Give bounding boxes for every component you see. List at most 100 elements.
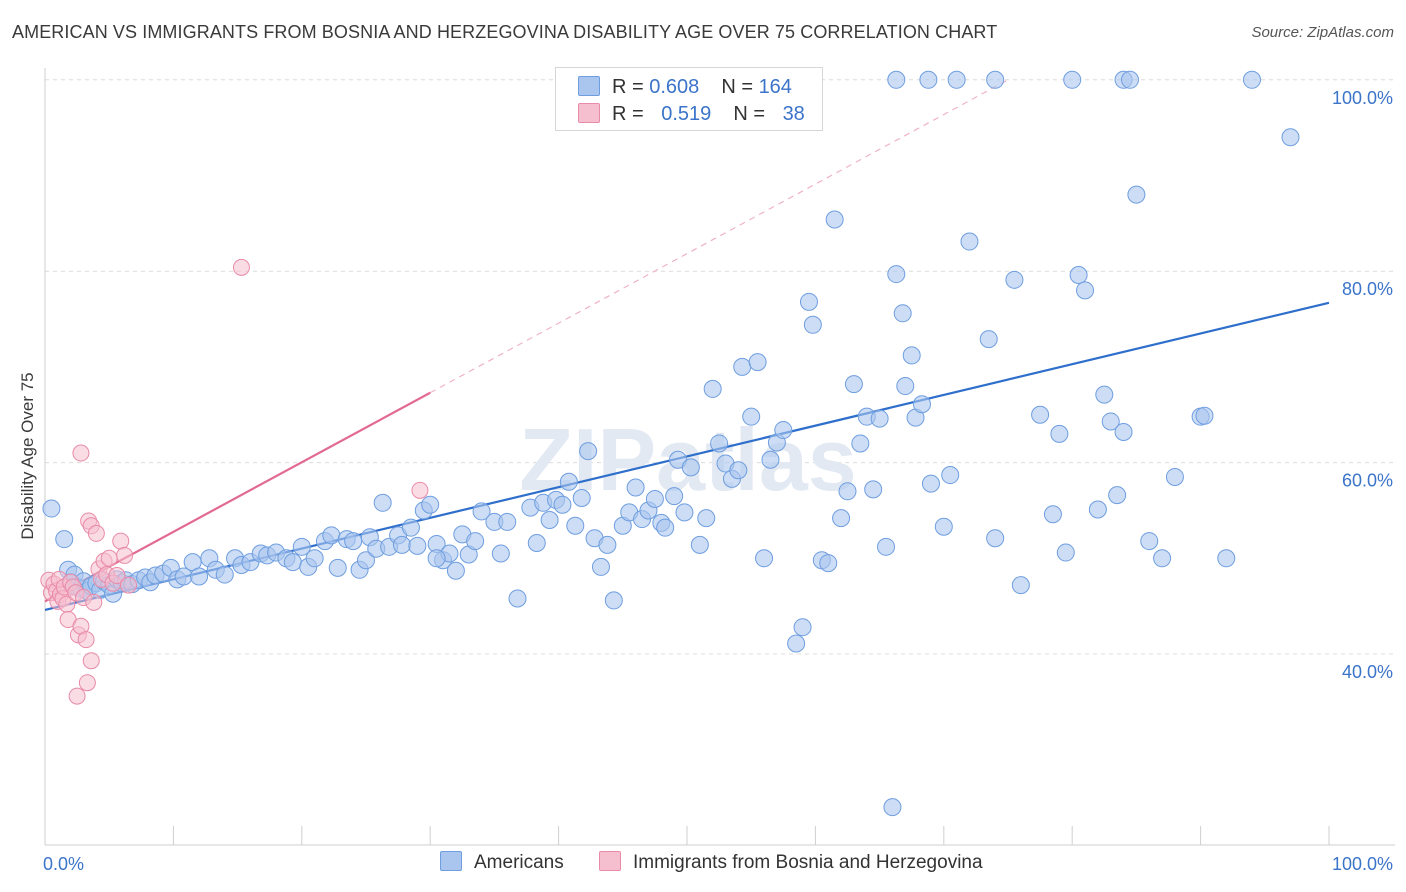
american-point	[373, 493, 392, 512]
american-point	[883, 798, 902, 817]
american-point	[292, 537, 311, 556]
american-point	[446, 561, 465, 580]
american-point	[729, 461, 748, 480]
r-label: R =	[612, 103, 650, 125]
american-point	[1063, 70, 1082, 89]
american-point	[598, 535, 617, 554]
n-value: 164	[758, 76, 792, 98]
immigrant-point	[411, 481, 429, 499]
american-point	[710, 434, 729, 453]
american-point	[190, 567, 209, 586]
y-tick-label: 40.0%	[1342, 662, 1393, 682]
american-point	[1005, 270, 1024, 289]
american-point	[870, 409, 889, 428]
american-point	[566, 516, 585, 535]
american-point	[979, 330, 998, 349]
american-point	[656, 518, 675, 537]
american-point	[328, 558, 347, 577]
american-point	[1114, 422, 1133, 441]
american-point	[986, 529, 1005, 548]
y-tick-label: 60.0%	[1342, 471, 1393, 491]
american-point	[401, 518, 420, 537]
source-label: Source: ZipAtlas.com	[1251, 24, 1394, 41]
american-point	[322, 526, 341, 545]
american-point	[491, 544, 510, 563]
american-point	[893, 304, 912, 323]
american-point	[1195, 406, 1214, 425]
immigrant-point	[77, 631, 95, 649]
american-point	[986, 70, 1005, 89]
immigrant-point	[72, 444, 90, 462]
american-point	[1031, 405, 1050, 424]
american-point	[799, 292, 818, 311]
american-point	[887, 265, 906, 284]
american-point	[466, 532, 485, 551]
american-point	[755, 549, 774, 568]
american-point	[960, 232, 979, 251]
american-point	[1043, 505, 1062, 524]
american-point	[1101, 412, 1120, 431]
immigrant-point	[108, 567, 126, 585]
american-point	[697, 509, 716, 528]
n-value: 38	[782, 103, 805, 125]
american-point	[1165, 467, 1184, 486]
american-point	[681, 458, 700, 477]
american-point	[887, 70, 906, 89]
american-point	[1140, 532, 1159, 551]
american-point	[844, 375, 863, 394]
immigrant-point	[232, 258, 250, 276]
n-label: N =	[721, 76, 759, 98]
american-point	[803, 315, 822, 334]
american-point	[787, 634, 806, 653]
r-label: R =	[612, 76, 650, 98]
american-point	[427, 549, 446, 568]
american-point	[912, 395, 931, 414]
american-point	[761, 450, 780, 469]
american-point	[819, 554, 838, 573]
american-point	[1242, 70, 1261, 89]
american-point	[472, 502, 491, 521]
american-point	[921, 474, 940, 493]
american-point	[1076, 281, 1095, 300]
american-point	[1095, 385, 1114, 404]
american-point	[1069, 266, 1088, 285]
americans-label: Americans	[474, 852, 564, 873]
legend-item-americans: Americans	[440, 851, 564, 874]
american-point	[559, 472, 578, 491]
american-point	[864, 480, 883, 499]
american-point	[934, 517, 953, 536]
american-point	[1108, 486, 1127, 505]
americans-swatch	[440, 851, 462, 871]
american-point	[572, 489, 591, 508]
immigrant-point	[100, 549, 118, 567]
tick-labels: 40.0% 60.0% 80.0% 100.0% 0.0% 100.0%	[43, 88, 1393, 874]
american-point	[1088, 500, 1107, 519]
american-point	[703, 379, 722, 398]
immigrants-label: Immigrants from Bosnia and Herzegovina	[633, 852, 983, 873]
immigrant-point	[112, 532, 130, 550]
american-point	[902, 346, 921, 365]
x-tick-label: 0.0%	[43, 854, 84, 874]
american-point	[793, 618, 812, 637]
legend-item-immigrants: Immigrants from Bosnia and Herzegovina	[599, 851, 983, 874]
y-tick-label: 80.0%	[1342, 279, 1393, 299]
american-point	[1056, 543, 1075, 562]
immigrant-point	[119, 576, 137, 594]
american-point	[825, 210, 844, 229]
american-point	[690, 535, 709, 554]
immigrant-point	[85, 593, 103, 611]
r-value: 0.608	[649, 76, 700, 98]
american-point	[408, 536, 427, 555]
american-point	[1217, 549, 1236, 568]
american-point	[748, 353, 767, 372]
american-point	[665, 487, 684, 506]
n-label: N =	[733, 103, 771, 125]
american-point	[508, 589, 527, 608]
american-point	[675, 503, 694, 522]
american-point	[733, 357, 752, 376]
american-point	[553, 495, 572, 514]
immigrant-point	[87, 524, 105, 542]
immigrant-point	[116, 546, 134, 564]
american-point	[604, 591, 623, 610]
